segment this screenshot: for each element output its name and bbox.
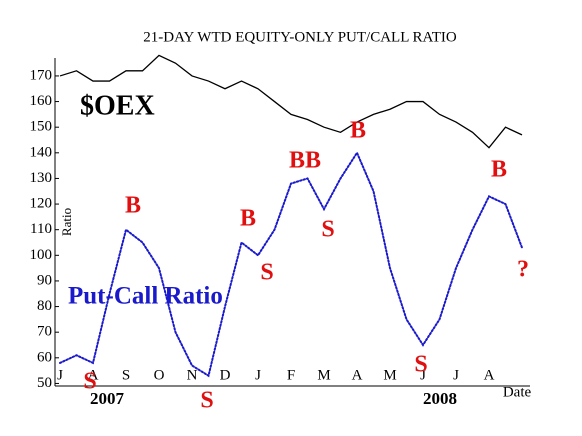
y-tick-label: 60 xyxy=(37,349,52,365)
x-tick-label: J xyxy=(57,367,63,383)
y-tick-label: 100 xyxy=(30,247,53,263)
x-axis-label: Date xyxy=(503,384,532,400)
y-tick-label: 120 xyxy=(30,196,53,212)
series-label: Put-Call Ratio xyxy=(68,283,223,310)
x-tick-label: F xyxy=(287,367,295,383)
y-tick-label: 160 xyxy=(30,93,53,109)
annotation: S xyxy=(260,260,273,286)
x-tick-label: M xyxy=(383,367,396,383)
y-tick-label: 70 xyxy=(37,324,52,340)
y-tick-label: 110 xyxy=(30,221,52,237)
annotation: B xyxy=(240,206,256,232)
year-label: 2008 xyxy=(423,389,457,408)
chart-title: 21-DAY WTD EQUITY-ONLY PUT/CALL RATIO xyxy=(143,29,457,45)
x-tick-label: D xyxy=(220,367,231,383)
x-tick-label: O xyxy=(154,367,165,383)
x-tick-label: M xyxy=(317,367,330,383)
annotation: ? xyxy=(517,257,529,283)
y-axis-label: Ratio xyxy=(59,208,74,236)
annotation: S xyxy=(414,352,427,378)
x-tick-label: A xyxy=(484,367,495,383)
year-label: 2007 xyxy=(90,389,125,408)
series-line xyxy=(59,150,523,378)
x-tick-label: S xyxy=(122,367,130,383)
x-tick-label: N xyxy=(187,367,198,383)
series-line xyxy=(59,54,523,149)
x-tick-label: J xyxy=(255,367,261,383)
x-tick-label: J xyxy=(453,367,459,383)
y-tick-label: 50 xyxy=(37,375,52,391)
y-tick-label: 150 xyxy=(30,119,53,135)
annotation: B xyxy=(350,118,366,144)
annotation: S xyxy=(200,388,213,414)
annotation: B xyxy=(491,157,507,183)
annotation: B xyxy=(125,193,141,219)
y-tick-label: 90 xyxy=(37,272,52,288)
y-tick-label: 130 xyxy=(30,170,53,186)
y-tick-label: 140 xyxy=(30,144,53,160)
x-tick-label: J xyxy=(420,367,426,383)
annotation: S xyxy=(83,369,96,395)
annotation: BB xyxy=(289,148,321,174)
x-tick-label: A xyxy=(88,367,99,383)
y-tick-label: 170 xyxy=(30,67,53,83)
x-tick-label: A xyxy=(352,367,363,383)
y-tick-label: 80 xyxy=(37,298,52,314)
series-label: $OEX xyxy=(80,90,155,121)
annotation: S xyxy=(321,217,334,243)
